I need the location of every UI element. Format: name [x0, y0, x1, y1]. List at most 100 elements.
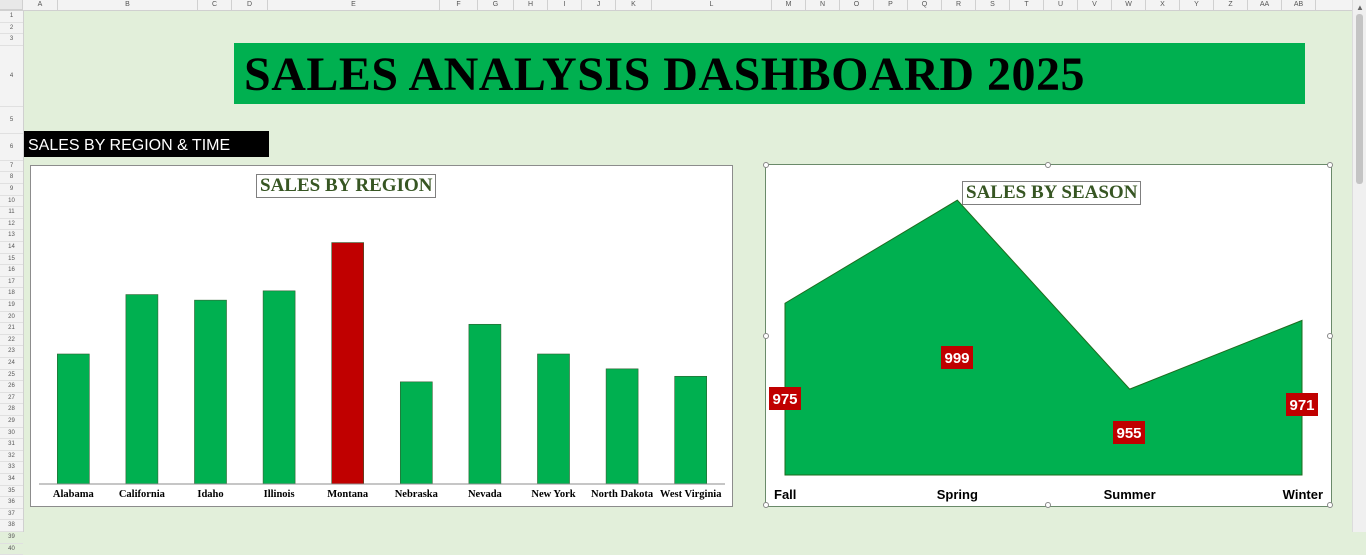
row-header[interactable]: 23 — [0, 346, 23, 358]
row-header[interactable]: 24 — [0, 358, 23, 370]
column-header[interactable]: F — [440, 0, 478, 10]
row-header[interactable]: 17 — [0, 277, 23, 289]
row-header[interactable]: 19 — [0, 300, 23, 312]
data-label-box — [769, 387, 801, 410]
column-header[interactable]: A — [23, 0, 58, 10]
row-header[interactable]: 37 — [0, 509, 23, 521]
column-header[interactable]: O — [840, 0, 874, 10]
row-header[interactable]: 31 — [0, 439, 23, 451]
column-header[interactable]: G — [478, 0, 514, 10]
row-header[interactable]: 22 — [0, 335, 23, 347]
column-header[interactable]: K — [616, 0, 652, 10]
x-tick-label: North Dakota — [591, 489, 654, 500]
x-tick-label: Montana — [327, 489, 369, 500]
data-label-box — [941, 346, 973, 369]
data-label-box — [1286, 393, 1318, 416]
column-header[interactable]: M — [772, 0, 806, 10]
bar — [399, 381, 433, 485]
resize-handle[interactable] — [763, 333, 769, 339]
bar — [56, 353, 90, 485]
column-header[interactable]: T — [1010, 0, 1044, 10]
season-chart-title: SALES BY SEASON — [962, 181, 1142, 205]
row-header[interactable]: 21 — [0, 323, 23, 335]
row-header[interactable]: 25 — [0, 370, 23, 382]
row-header[interactable]: 38 — [0, 520, 23, 532]
x-tick-label: California — [119, 489, 166, 500]
resize-handle[interactable] — [763, 502, 769, 508]
season-chart[interactable]: SALES BY SEASON Fall Spring Summer Winter 97… — [763, 162, 1333, 508]
row-header[interactable]: 4 — [0, 46, 23, 107]
row-header[interactable]: 6 — [0, 134, 23, 161]
area-series — [784, 199, 1303, 476]
row-header[interactable]: 5 — [0, 107, 23, 134]
resize-handle[interactable] — [1045, 162, 1051, 168]
row-header[interactable]: 8 — [0, 172, 23, 184]
column-header[interactable]: Y — [1180, 0, 1214, 10]
row-header[interactable]: 2 — [0, 23, 23, 35]
column-header[interactable]: B — [58, 0, 198, 10]
x-tick-label: Nevada — [468, 489, 503, 500]
resize-handle[interactable] — [1327, 333, 1333, 339]
row-header[interactable]: 30 — [0, 428, 23, 440]
column-header[interactable]: E — [268, 0, 440, 10]
scroll-thumb[interactable] — [1356, 14, 1363, 184]
row-header[interactable]: 10 — [0, 196, 23, 208]
column-header[interactable]: H — [514, 0, 548, 10]
row-header[interactable]: 15 — [0, 254, 23, 266]
column-header[interactable]: Z — [1214, 0, 1248, 10]
row-header[interactable]: 33 — [0, 462, 23, 474]
row-header[interactable]: 39 — [0, 532, 23, 544]
scroll-up-icon[interactable]: ▲ — [1356, 3, 1364, 12]
row-header[interactable]: 13 — [0, 230, 23, 242]
row-header[interactable]: 9 — [0, 184, 23, 196]
column-header[interactable]: W — [1112, 0, 1146, 10]
column-header[interactable]: R — [942, 0, 976, 10]
row-header[interactable]: 7 — [0, 161, 23, 173]
row-header[interactable]: 12 — [0, 219, 23, 231]
column-header[interactable]: X — [1146, 0, 1180, 10]
row-header[interactable]: 40 — [0, 544, 23, 555]
region-bar-plot: Alabama California Idaho Illinois Montana Neb… — [39, 242, 725, 500]
column-header[interactable]: I — [548, 0, 582, 10]
select-all-corner[interactable] — [0, 0, 23, 10]
vertical-scrollbar[interactable]: ▲ — [1352, 0, 1366, 532]
bar — [468, 323, 502, 485]
column-header[interactable]: AA — [1248, 0, 1282, 10]
resize-handle[interactable] — [1045, 502, 1051, 508]
row-header[interactable]: 29 — [0, 416, 23, 428]
column-header[interactable]: V — [1078, 0, 1112, 10]
column-header[interactable]: AB — [1282, 0, 1316, 10]
row-header[interactable]: 20 — [0, 312, 23, 324]
row-header[interactable]: 14 — [0, 242, 23, 254]
data-label: 971 — [1289, 397, 1314, 414]
row-header[interactable]: 35 — [0, 486, 23, 498]
column-header[interactable]: J — [582, 0, 616, 10]
resize-handle[interactable] — [1327, 502, 1333, 508]
row-header[interactable]: 1 — [0, 11, 23, 23]
column-header[interactable]: P — [874, 0, 908, 10]
data-label: 999 — [944, 350, 969, 367]
row-header[interactable]: 27 — [0, 393, 23, 405]
row-header[interactable]: 18 — [0, 288, 23, 300]
region-chart[interactable]: SALES BY REGION Alabama California Idaho Il… — [30, 165, 733, 507]
row-header[interactable]: 3 — [0, 34, 23, 46]
column-header[interactable]: D — [232, 0, 268, 10]
column-header[interactable]: C — [198, 0, 232, 10]
row-header[interactable]: 34 — [0, 474, 23, 486]
column-header[interactable]: S — [976, 0, 1010, 10]
column-header[interactable]: L — [652, 0, 772, 10]
x-tick-label: Alabama — [53, 489, 95, 500]
column-header[interactable]: N — [806, 0, 840, 10]
bar — [331, 242, 365, 485]
column-header[interactable]: U — [1044, 0, 1078, 10]
row-header[interactable]: 26 — [0, 381, 23, 393]
row-header[interactable]: 36 — [0, 497, 23, 509]
resize-handle[interactable] — [1327, 162, 1333, 168]
row-header[interactable]: 32 — [0, 451, 23, 463]
column-header[interactable]: Q — [908, 0, 942, 10]
row-header[interactable]: 16 — [0, 265, 23, 277]
row-header[interactable]: 11 — [0, 207, 23, 219]
row-header[interactable]: 28 — [0, 404, 23, 416]
resize-handle[interactable] — [763, 162, 769, 168]
dashboard-banner: SALES ANALYSIS DASHBOARD 2025 — [234, 43, 1305, 104]
